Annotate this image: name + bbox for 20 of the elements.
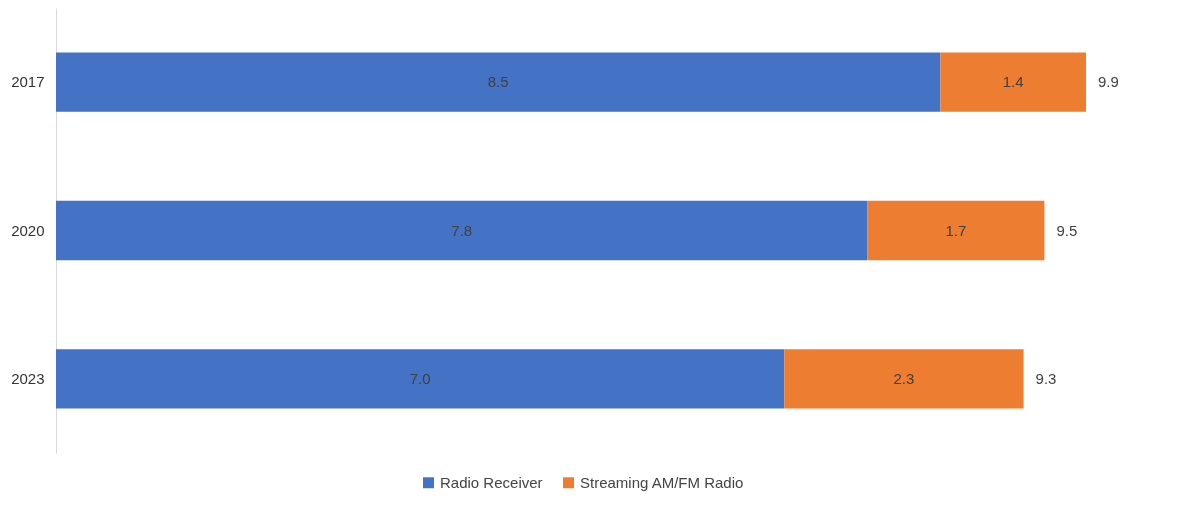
total-label: 9.3 [1035,369,1057,387]
bar [784,349,1024,409]
data-label: 8.5 [487,73,509,91]
legend-label: Streaming AM/FM Radio [580,473,744,491]
bar [56,52,941,112]
total-label: 9.9 [1098,73,1119,91]
bar [940,52,1086,112]
data-label: 7.0 [409,369,431,387]
bar [56,349,785,409]
total-label: 9.5 [1056,221,1078,239]
y-tick-label: 2020 [11,221,45,239]
data-label: 1.4 [1002,73,1024,91]
y-tick-label: 2017 [11,73,45,91]
data-label: 2.3 [893,369,915,387]
y-tick-label: 2023 [11,369,45,387]
data-label: 7.8 [451,221,473,239]
bar [867,200,1045,261]
legend-label: Radio Receiver [440,473,543,491]
bar [56,200,868,261]
data-label: 1.7 [945,221,967,239]
